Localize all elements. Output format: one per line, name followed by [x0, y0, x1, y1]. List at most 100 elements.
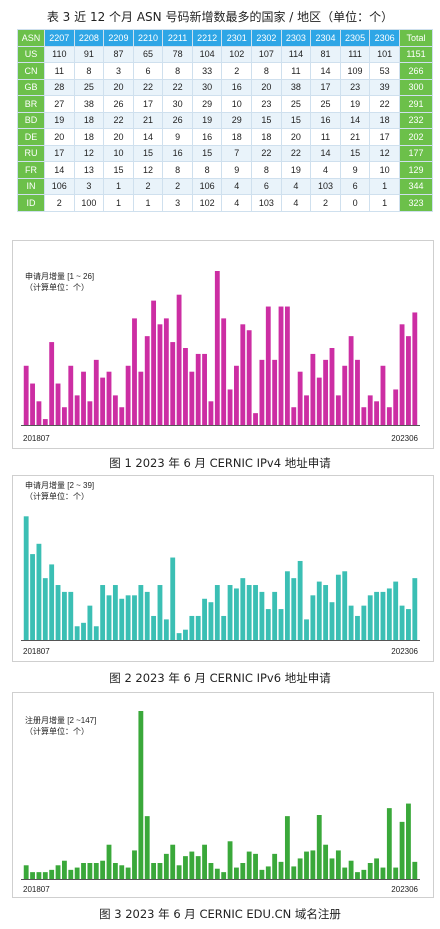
table-value-cell: 14 [310, 62, 341, 80]
table-country-cell: RU [17, 144, 45, 162]
legend-title: 申请月增量 [2 ~ 39] [25, 480, 94, 490]
table-value-cell: 20 [280, 128, 312, 146]
bar [30, 383, 35, 425]
bar [214, 868, 220, 879]
bar [23, 865, 29, 879]
bar [393, 389, 399, 425]
bar [81, 622, 86, 640]
bar [87, 401, 93, 425]
bar [259, 869, 265, 879]
table-value-cell: 3 [73, 177, 105, 195]
bar [393, 581, 399, 640]
bar [132, 850, 137, 879]
bar [221, 872, 227, 879]
bar [234, 588, 239, 640]
bar [310, 353, 316, 425]
bar [304, 395, 309, 425]
table-month-header: 2212 [191, 29, 223, 47]
table-country-cell: BD [17, 111, 45, 129]
table-value-cell: 10 [103, 144, 134, 162]
bar [202, 844, 207, 879]
bar [61, 591, 67, 640]
bar [176, 633, 182, 640]
bar [30, 554, 35, 640]
bar [406, 609, 411, 640]
table-value-cell: 4 [280, 177, 312, 195]
bar [157, 324, 163, 425]
bar [278, 609, 284, 640]
table-value-cell: 1 [103, 194, 134, 212]
bar [42, 872, 48, 879]
bar [374, 858, 380, 879]
table-value-cell: 29 [191, 95, 223, 113]
table-value-cell: 8 [162, 62, 193, 80]
table-value-cell: 9 [339, 161, 371, 179]
bar [304, 619, 309, 640]
table-total-cell: 1151 [399, 45, 433, 63]
bar [144, 591, 150, 640]
bar [355, 359, 360, 425]
bar [151, 863, 157, 879]
table-value-cell: 65 [132, 45, 164, 63]
bar [284, 571, 290, 640]
bar [310, 595, 316, 640]
bar [291, 866, 297, 879]
table-total-cell: 323 [399, 194, 433, 212]
table-value-cell: 28 [44, 78, 75, 96]
table-total-cell: 232 [399, 111, 433, 129]
table-country-cell: US [17, 45, 45, 63]
table-value-cell: 16 [191, 128, 223, 146]
bar [367, 595, 373, 640]
bar [316, 581, 322, 640]
bar [55, 383, 61, 425]
bar [259, 359, 265, 425]
bar [246, 851, 252, 879]
bar [316, 815, 322, 879]
bar [265, 609, 271, 640]
bar [406, 336, 411, 425]
table-month-header: 2301 [221, 29, 253, 47]
bar [93, 626, 99, 640]
bar [68, 591, 74, 640]
bar [183, 856, 188, 879]
bar [297, 560, 303, 640]
table-month-header: 2303 [280, 29, 312, 47]
bar [138, 585, 144, 640]
bar [253, 853, 258, 879]
bar [342, 571, 348, 640]
bar [23, 365, 29, 425]
bar [125, 867, 131, 879]
table-country-cell: DE [17, 128, 45, 146]
bar [399, 605, 405, 640]
bar [170, 844, 176, 879]
bar [61, 407, 67, 425]
bar [42, 578, 48, 640]
table-value-cell: 78 [162, 45, 193, 63]
bar [74, 626, 80, 640]
bar [49, 869, 55, 879]
table-value-cell: 10 [221, 95, 253, 113]
table-value-cell: 15 [280, 111, 312, 129]
bar [30, 872, 35, 879]
table-value-cell: 15 [251, 111, 282, 129]
table-value-cell: 18 [369, 111, 400, 129]
table-value-cell: 7 [221, 144, 253, 162]
table-value-cell: 1 [369, 177, 400, 195]
bar [367, 395, 373, 425]
table-value-cell: 18 [73, 111, 105, 129]
table-country-cell: IN [17, 177, 45, 195]
legend-title: 申请月增量 [1 ~ 26] [25, 271, 94, 281]
table-value-cell: 12 [73, 144, 105, 162]
table-value-cell: 6 [132, 62, 164, 80]
bar [265, 866, 271, 879]
table-row: GB 28 25 20 22 22 30 16 20 38 17 23 39 300 [17, 78, 433, 96]
bar [36, 543, 42, 640]
bar [36, 872, 42, 879]
bar [374, 591, 380, 640]
table-total-header: Total [399, 29, 433, 47]
bar [144, 336, 150, 425]
table-value-cell: 17 [310, 78, 341, 96]
bar [227, 389, 233, 425]
bar [323, 359, 329, 425]
bar [386, 407, 392, 425]
